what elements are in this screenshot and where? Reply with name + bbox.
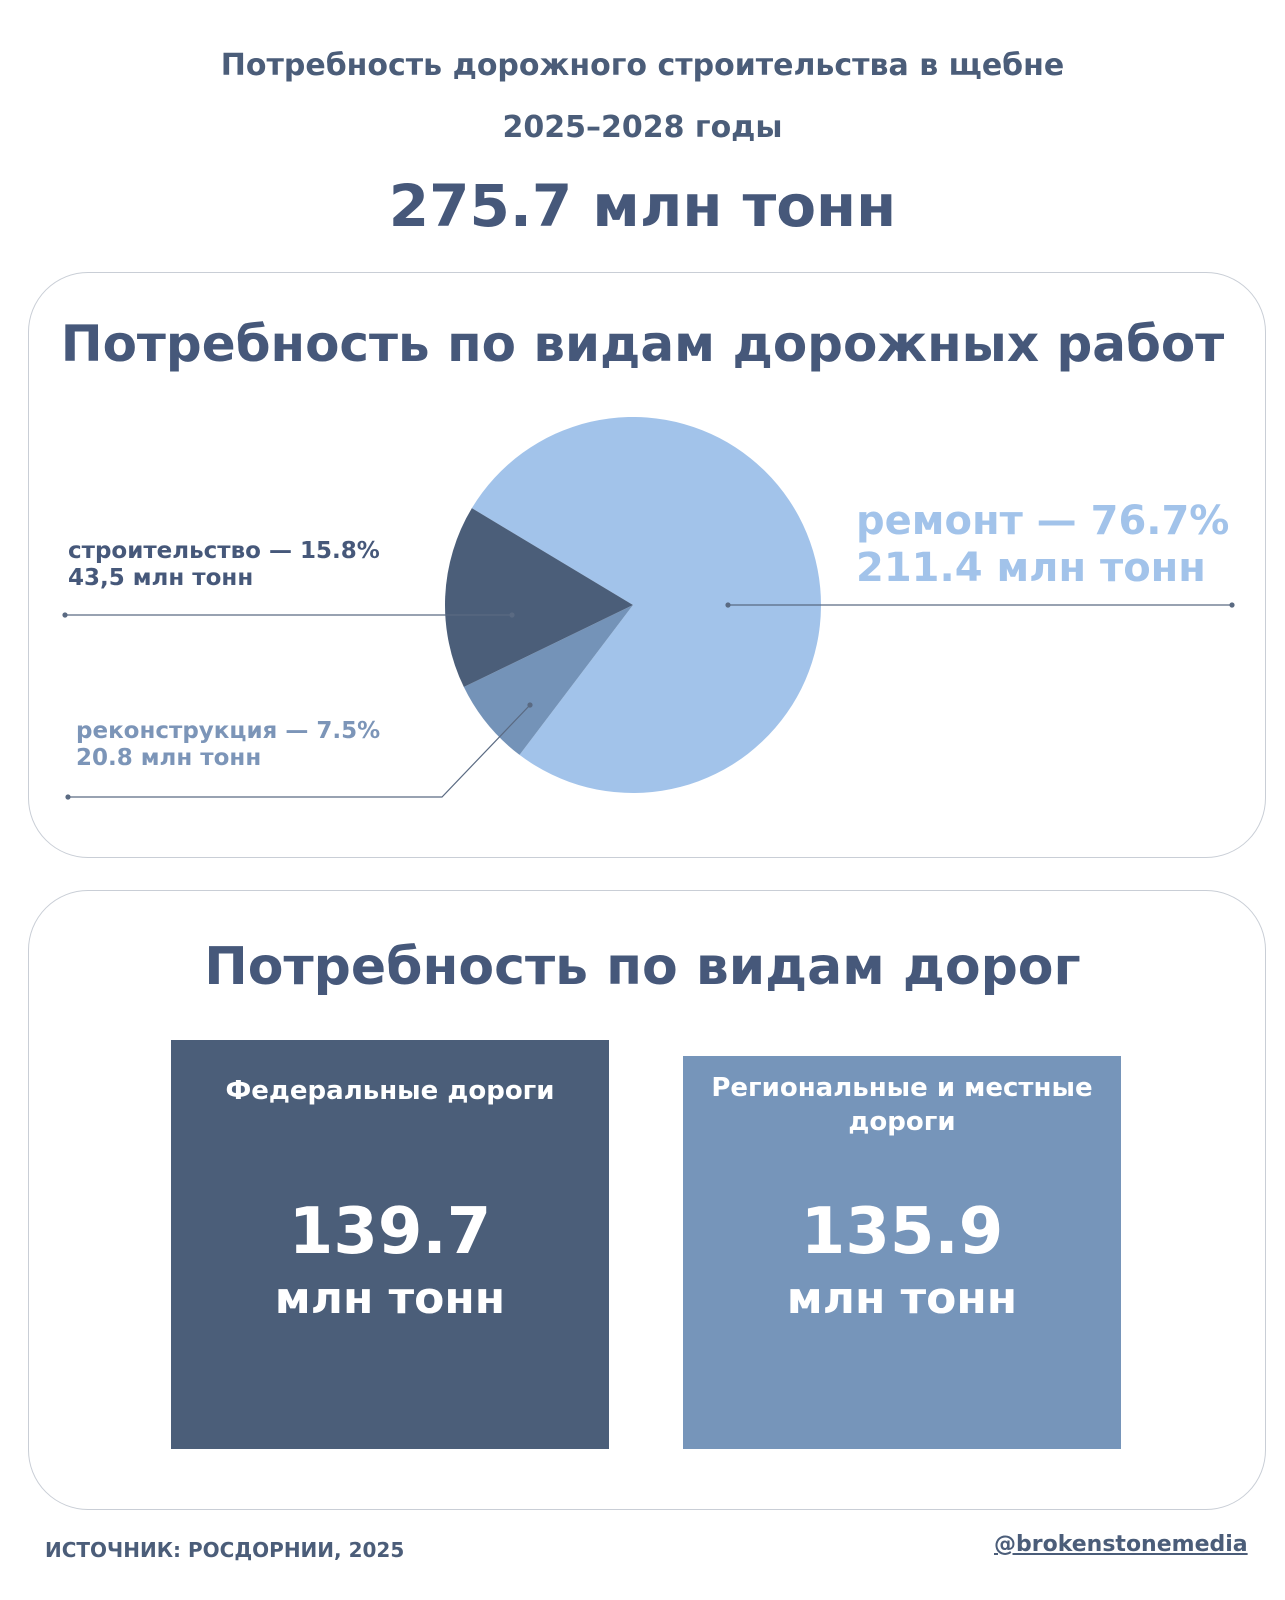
federal-roads-card: Федеральные дороги 139.7 млн тонн xyxy=(171,1040,609,1449)
leader-rekonstruktsiya xyxy=(68,704,531,798)
label-stroitelstvo-value: 43,5 млн тонн xyxy=(68,565,254,592)
label-rekonstruktsiya-percent: реконструкция — 7.5% xyxy=(76,718,381,744)
leader-stroitelstvo-dot-1 xyxy=(62,612,68,618)
title-line-1: Потребность дорожного строительства в ще… xyxy=(220,48,1065,83)
total-value: 275.7 млн тонн xyxy=(388,172,897,240)
card-unit: млн тонн xyxy=(786,1273,1018,1324)
title-line-2: 2025–2028 годы xyxy=(502,110,783,145)
label-remont-value: 211.4 млн тонн xyxy=(856,545,1206,592)
card-value: 139.7 xyxy=(288,1195,492,1269)
label-rekonstruktsiya: реконструкция — 7.5% 20.8 млн тонн xyxy=(76,718,380,772)
pie-slice-1 xyxy=(463,605,633,755)
card-value: 135.9 xyxy=(800,1195,1004,1269)
pie-slice-2 xyxy=(445,508,633,688)
card-title: Региональные и местные дороги xyxy=(711,1073,1093,1138)
author-handle-link[interactable]: @brokenstonemedia xyxy=(994,1532,1248,1557)
pie-slice-0 xyxy=(471,416,822,793)
card-title: Федеральные дороги xyxy=(225,1076,555,1106)
leader-stroitelstvo-dot-0 xyxy=(509,612,515,618)
works-section-title: Потребность по видам дорожных работ xyxy=(60,315,1225,373)
card-unit: млн тонн xyxy=(274,1273,506,1324)
source-note: ИСТОЧНИК: РОСДОРНИИ, 2025 xyxy=(45,1538,405,1562)
label-stroitelstvo: строительство — 15.8% 43,5 млн тонн xyxy=(68,538,380,592)
leader-rekonstruktsiya-dot-1 xyxy=(65,794,71,800)
label-rekonstruktsiya-value: 20.8 млн тонн xyxy=(76,745,262,772)
label-stroitelstvo-percent: строительство — 15.8% xyxy=(68,538,380,564)
label-remont-percent: ремонт — 76.7% xyxy=(856,498,1230,544)
leader-remont-dot-0 xyxy=(725,602,731,608)
label-remont: ремонт — 76.7% 211.4 млн тонн xyxy=(856,498,1229,592)
leader-remont-dot-1 xyxy=(1229,602,1235,608)
regional-roads-card: Региональные и местные дороги 135.9 млн … xyxy=(683,1056,1121,1449)
roads-section-title: Потребность по видам дорог xyxy=(204,937,1081,997)
leader-rekonstruktsiya-dot-0 xyxy=(527,702,533,708)
